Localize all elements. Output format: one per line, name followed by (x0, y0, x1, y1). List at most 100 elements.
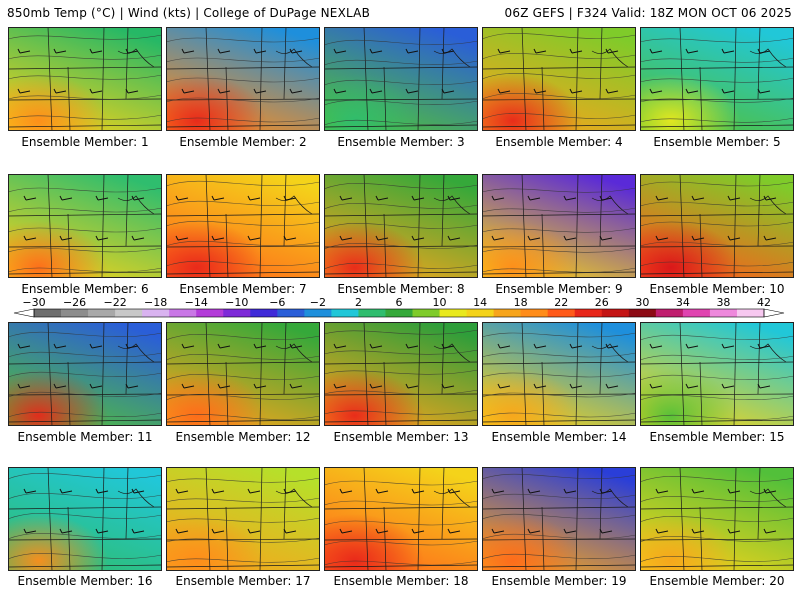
height-contour (166, 77, 320, 83)
wind-barb (253, 48, 267, 54)
ensemble-member-map (324, 27, 478, 131)
map-border (521, 467, 527, 571)
panel-frame (8, 174, 162, 278)
map-border (283, 27, 287, 100)
height-contour (324, 480, 478, 486)
colorbar-swatch (655, 309, 684, 317)
wind-barb (369, 343, 383, 349)
wind-barb (175, 195, 189, 201)
colorbar-swatch (169, 309, 197, 317)
panel-frame (482, 27, 636, 131)
wind-barb (569, 383, 583, 389)
wind-barb (53, 48, 67, 54)
panel-frame (324, 322, 478, 426)
map-border (67, 361, 71, 426)
wind-barb (181, 48, 195, 54)
wind-barb (375, 235, 389, 241)
map-border (166, 213, 320, 217)
height-contour (324, 39, 478, 46)
wind-barb (527, 235, 541, 241)
wind-barb (23, 235, 37, 241)
map-border (117, 343, 155, 363)
height-contour (640, 37, 794, 43)
ensemble-member-map (640, 27, 794, 131)
map-border (324, 66, 478, 70)
wind-barb (757, 383, 771, 389)
wind-barb (59, 235, 73, 241)
height-contour (482, 33, 636, 40)
wind-barb (181, 383, 195, 389)
panel-frame (166, 322, 320, 426)
ensemble-member-map (166, 467, 320, 571)
height-contour (8, 94, 162, 100)
ensemble-member-label: Ensemble Member: 7 (179, 282, 307, 296)
height-contour (166, 57, 320, 63)
wind-barb (125, 88, 139, 94)
map-border (225, 361, 229, 426)
height-contour (8, 187, 162, 193)
map-border (541, 361, 545, 426)
map-border (575, 27, 579, 131)
wind-barb (721, 383, 735, 389)
height-contour (8, 553, 162, 560)
ensemble-member-map (640, 322, 794, 426)
height-contour (482, 352, 636, 358)
height-contour (166, 260, 320, 267)
wind-barb (89, 48, 103, 54)
map-border (259, 174, 263, 278)
wind-barb (95, 488, 109, 494)
height-contour (8, 513, 162, 520)
height-contour (324, 119, 478, 126)
ensemble-member-label: Ensemble Member: 13 (333, 430, 469, 444)
map-border (283, 174, 287, 247)
map-border (275, 48, 313, 68)
height-contour (166, 220, 320, 227)
wind-barb (649, 383, 663, 389)
height-contour (640, 241, 794, 247)
wind-barb (217, 48, 231, 54)
map-border (591, 343, 629, 363)
run-valid-time: 06Z GEFS | F324 Valid: 18Z MON OCT 06 20… (504, 6, 792, 20)
wind-barb (17, 383, 31, 389)
map-border (324, 538, 478, 541)
wind-barb (89, 343, 103, 349)
wind-barb (405, 343, 419, 349)
wind-barb (685, 88, 699, 94)
map-border (324, 98, 478, 101)
ensemble-member-label: Ensemble Member: 15 (649, 430, 785, 444)
warm-anomaly (482, 467, 636, 571)
wind-barb (497, 383, 511, 389)
colorbar-swatch (493, 309, 522, 317)
height-contour (8, 247, 162, 253)
colorbar-tick-label: −18 (144, 297, 167, 309)
map-border (575, 322, 579, 426)
colorbar-tick-label: 6 (396, 297, 403, 309)
wind-barb (211, 235, 225, 241)
panel-frame (166, 174, 320, 278)
ensemble-member-map (324, 174, 478, 278)
wind-barb (375, 488, 389, 494)
height-contour (166, 537, 320, 543)
map-border (441, 467, 445, 540)
map-border (679, 322, 685, 426)
height-contour (324, 203, 478, 210)
height-contour (324, 520, 478, 526)
map-border (225, 66, 229, 131)
ensemble-member-label: Ensemble Member: 2 (179, 135, 307, 149)
map-border (383, 506, 387, 571)
wind-barb (131, 528, 145, 534)
map-border (482, 271, 636, 275)
wind-barb (217, 343, 231, 349)
height-contour (324, 500, 478, 506)
colorbar-swatch (88, 309, 116, 317)
map-border (640, 564, 794, 568)
wind-barb (289, 88, 303, 94)
ensemble-member-label: Ensemble Member: 4 (495, 135, 623, 149)
colorbar-swatch (574, 309, 603, 317)
wind-barb (569, 88, 583, 94)
ensemble-member-label: Ensemble Member: 6 (21, 282, 149, 296)
wind-barb (563, 235, 577, 241)
map-border (8, 213, 162, 217)
height-contour (640, 57, 794, 63)
height-contour (640, 77, 794, 83)
